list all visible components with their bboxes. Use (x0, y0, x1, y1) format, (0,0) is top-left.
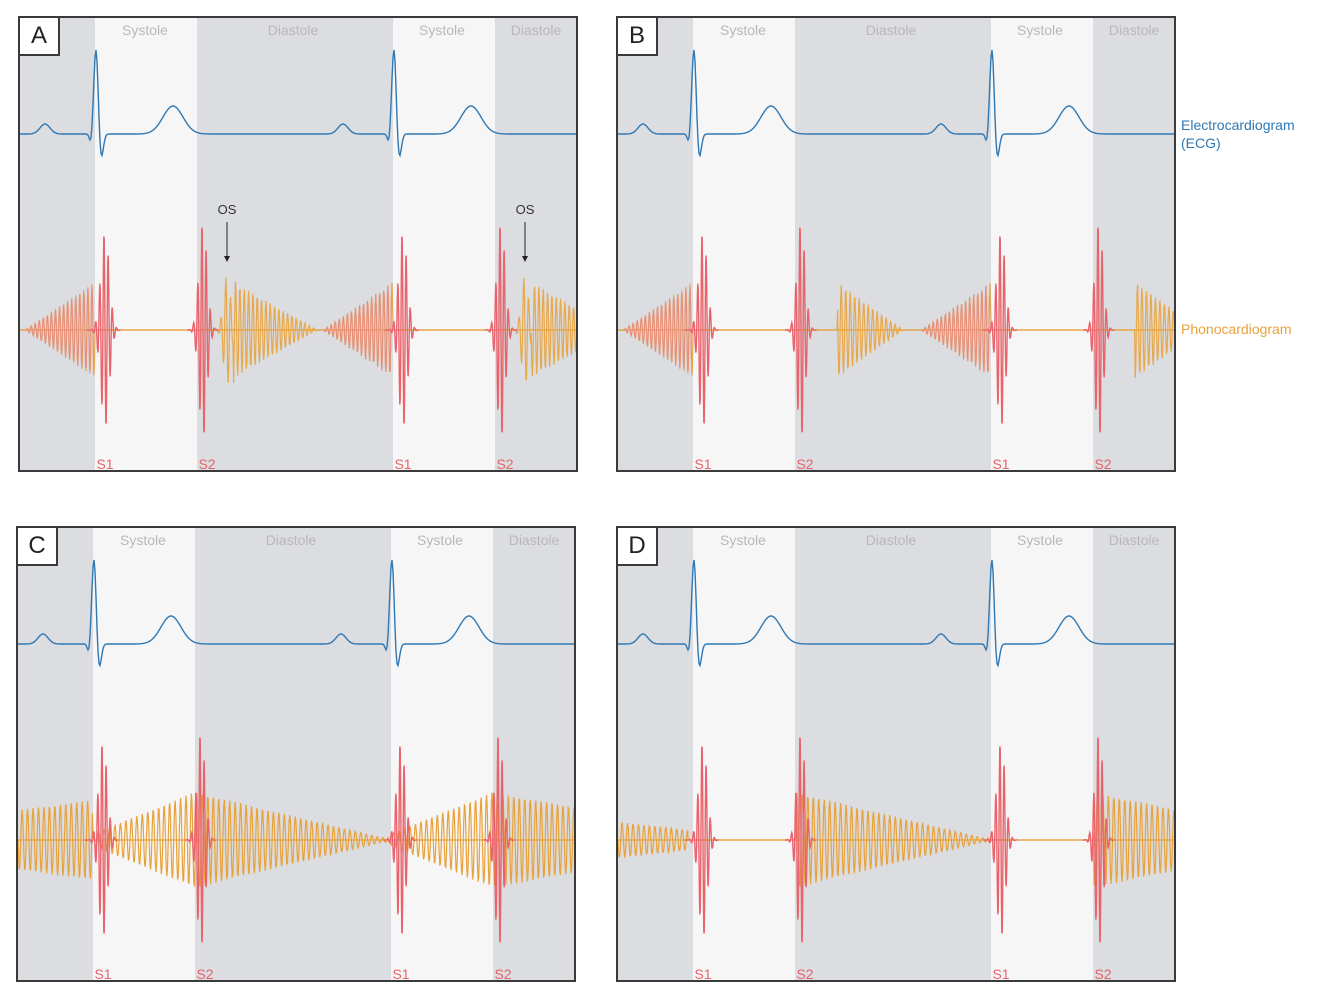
presystolic-murmur (920, 285, 990, 372)
s1-sound (385, 236, 419, 424)
ecg-trace (18, 559, 574, 668)
systole-label: Systole (419, 22, 465, 38)
systole-label: Systole (1017, 22, 1063, 38)
s2-label: S2 (1094, 456, 1111, 472)
diagram-svg: Systole Diastole Systole Diastole OS OS S1 S2 S1… (20, 18, 576, 472)
diastole-label: Diastole (866, 532, 917, 548)
diastole-label: Diastole (268, 22, 319, 38)
systole-region (693, 18, 795, 470)
s1-sound (87, 236, 121, 424)
diagram-svg: Systole Diastole Systole Diastole S1 S2 S1 S2 (18, 528, 574, 982)
opening-snap-label: OS (516, 202, 535, 217)
systole-region (693, 528, 795, 980)
s1-label: S1 (96, 456, 113, 472)
s1-sound (685, 236, 719, 424)
ecg-trace (618, 559, 1174, 668)
s1-label: S1 (992, 456, 1009, 472)
systole-region (991, 18, 1093, 470)
os-arrow-head (224, 256, 230, 262)
s2-sound (1082, 227, 1116, 433)
s2-sound (186, 227, 219, 433)
s1-label: S1 (392, 966, 409, 982)
s1-label: S1 (694, 966, 711, 982)
s2-label: S2 (196, 966, 213, 982)
panel-b: B Systole Diastole Systole Diastole S1 S2 S1 S2 (616, 16, 1176, 472)
diastole-label: Diastole (509, 532, 560, 548)
s1-sound (983, 746, 1017, 934)
s2-sound (784, 737, 817, 943)
systole-label: Systole (720, 22, 766, 38)
diagram-svg: Systole Diastole Systole Diastole S1 S2 S1 S2 (618, 18, 1174, 472)
s2-label: S2 (796, 966, 813, 982)
s1-sound (85, 746, 119, 934)
os-arrow-head (522, 256, 528, 262)
s1-label: S1 (694, 456, 711, 472)
panel-label: C (18, 528, 58, 566)
s2-label: S2 (198, 456, 215, 472)
systole-region (93, 528, 195, 980)
diastole-label: Diastole (511, 22, 562, 38)
diastole-label: Diastole (866, 22, 917, 38)
panel-label: A (20, 18, 60, 56)
panel-label: B (618, 18, 658, 56)
panel-label: D (618, 528, 658, 566)
diagram-svg: Systole Diastole Systole Diastole S1 S2 S1 S2 (618, 528, 1174, 982)
opening-snap-label: OS (218, 202, 237, 217)
ecg-legend-label: Electrocardiogram (ECG) (1181, 117, 1295, 151)
s1-sound (983, 236, 1017, 424)
panel-a: A Systole Diastole Systole Diastole OS OS S1 S2… (18, 16, 578, 472)
s1-label: S1 (394, 456, 411, 472)
s1-sound (383, 746, 417, 934)
presystolic-murmur (322, 285, 392, 372)
presystolic-murmur (622, 287, 692, 374)
systole-label: Systole (122, 22, 168, 38)
diastole-label: Diastole (1109, 532, 1160, 548)
s2-label: S2 (796, 456, 813, 472)
s2-label: S2 (1094, 966, 1111, 982)
systole-label: Systole (1017, 532, 1063, 548)
s2-label: S2 (494, 966, 511, 982)
s1-label: S1 (94, 966, 111, 982)
panel-d: D Systole Diastole Systole Diastole S1 S2 S1 S2 (616, 526, 1176, 982)
ecg-trace (618, 49, 1174, 158)
pcg-legend-label: Phonocardiogram (1181, 321, 1292, 337)
s2-sound (484, 227, 518, 433)
systole-label: Systole (720, 532, 766, 548)
diastole-label: Diastole (266, 532, 317, 548)
s2-sound (1082, 737, 1116, 943)
systole-region (991, 528, 1093, 980)
s1-label: S1 (992, 966, 1009, 982)
s2-sound (784, 227, 817, 433)
s2-sound (184, 737, 217, 943)
systole-region (95, 18, 197, 470)
s2-label: S2 (496, 456, 513, 472)
systole-region (393, 18, 495, 470)
presystolic-murmur (24, 287, 94, 374)
systole-label: Systole (120, 532, 166, 548)
s1-sound (685, 746, 719, 934)
systole-label: Systole (417, 532, 463, 548)
ecg-trace (20, 49, 576, 158)
systole-region (391, 528, 493, 980)
panel-c: C Systole Diastole Systole Diastole S1 S2 S1 S2 (16, 526, 576, 982)
diastole-label: Diastole (1109, 22, 1160, 38)
s2-sound (482, 737, 516, 943)
